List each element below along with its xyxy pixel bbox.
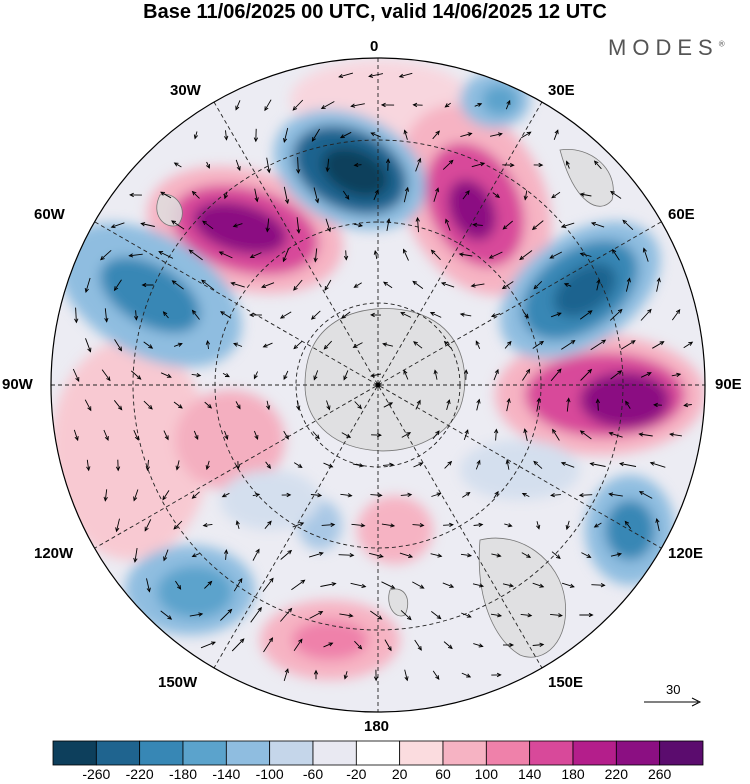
- anomaly-negative: [220, 470, 320, 530]
- colorbar-tick-label: -140: [212, 766, 240, 782]
- colorbar-swatch: [226, 741, 269, 765]
- colorbar-swatch: [356, 741, 399, 765]
- lon-label-90w: 90W: [2, 376, 33, 394]
- antarctica: [305, 309, 465, 451]
- wind-vector: [591, 585, 604, 586]
- colorbar-tick-label: 260: [648, 766, 671, 782]
- lon-label-150w: 150W: [158, 674, 197, 692]
- anomaly-negative: [482, 85, 518, 115]
- colorbar-swatch: [443, 741, 486, 765]
- colorbar-tick-label: 220: [605, 766, 628, 782]
- colorbar-tick-label: -100: [256, 766, 284, 782]
- lon-label-30w: 30W: [170, 82, 201, 100]
- colorbar-tick-label: -220: [126, 766, 154, 782]
- anomaly-positive: [357, 496, 433, 564]
- reference-vector-value: 30: [666, 682, 680, 697]
- anomaly-negative: [460, 440, 580, 500]
- colorbar-swatch: [53, 741, 96, 765]
- anomaly-positive: [580, 372, 670, 428]
- lon-label-150e: 150E: [548, 674, 583, 692]
- colorbar-swatch: [96, 741, 139, 765]
- colorbar-swatch: [140, 741, 183, 765]
- lon-label-60e: 60E: [668, 206, 695, 224]
- lon-label-0: 0: [370, 38, 378, 56]
- colorbar-swatch: [486, 741, 529, 765]
- colorbar-tick-label: 100: [475, 766, 498, 782]
- south-pole-marker: [376, 383, 381, 388]
- colorbar-swatch: [400, 741, 443, 765]
- colorbar-swatch: [660, 741, 703, 765]
- lon-label-90e: 90E: [715, 376, 742, 394]
- colorbar-swatch: [183, 741, 226, 765]
- colorbar-tick-label: 140: [518, 766, 541, 782]
- colorbar-swatch: [530, 741, 573, 765]
- colorbar-tick-label: -180: [169, 766, 197, 782]
- reference-arrow-icon: [640, 696, 704, 708]
- colorbar-tick-label: 180: [561, 766, 584, 782]
- colorbar: [52, 740, 704, 766]
- colorbar-swatch: [616, 741, 659, 765]
- colorbar-swatch: [313, 741, 356, 765]
- lon-label-30e: 30E: [548, 82, 575, 100]
- colorbar-tick-label: -20: [346, 766, 366, 782]
- anomaly-positive: [292, 620, 368, 660]
- lon-label-120w: 120W: [34, 545, 73, 563]
- colorbar-swatch: [573, 741, 616, 765]
- colorbar-tick-label: 20: [392, 766, 408, 782]
- colorbar-tick-label: -260: [82, 766, 110, 782]
- lon-label-180: 180: [364, 718, 389, 736]
- colorbar-labels: -260 -220 -180 -140 -100 -60 -20 20 60 100 140 180 2…: [0, 766, 750, 784]
- lon-label-60w: 60W: [34, 206, 65, 224]
- lon-label-120e: 120E: [668, 545, 703, 563]
- colorbar-tick-label: 60: [435, 766, 451, 782]
- wind-vector: [339, 555, 354, 556]
- colorbar-swatch: [270, 741, 313, 765]
- colorbar-tick-label: -60: [303, 766, 323, 782]
